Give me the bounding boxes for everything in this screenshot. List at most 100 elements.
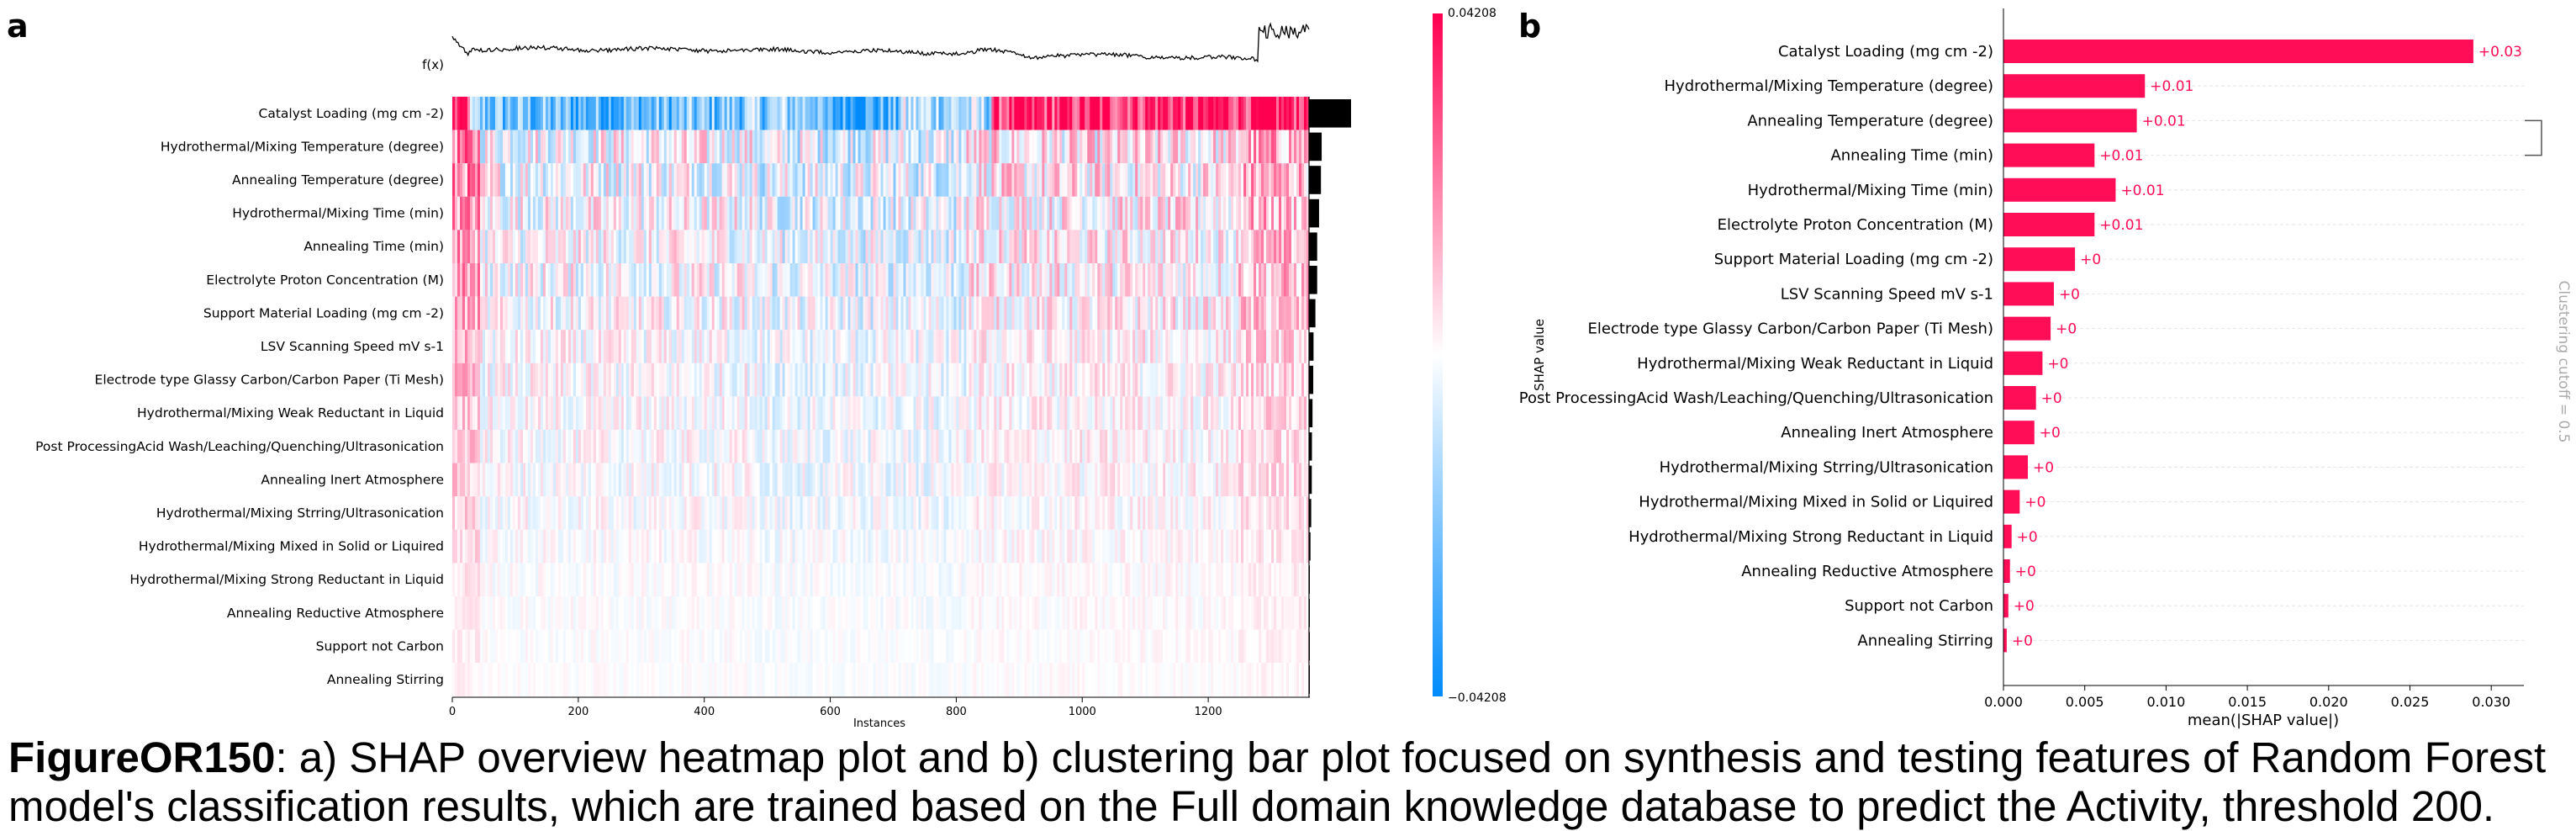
heatmap-cell <box>822 97 826 130</box>
heatmap-cell <box>815 296 819 331</box>
heatmap-cell <box>895 529 900 564</box>
heatmap-cell <box>603 363 607 397</box>
heatmap-cell <box>1178 130 1181 164</box>
heatmap-cell <box>963 263 967 297</box>
heatmap-cell <box>1301 529 1305 564</box>
heatmap-cell <box>787 163 791 197</box>
heatmap-cell <box>805 97 809 130</box>
heatmap-cell <box>1011 463 1015 497</box>
heatmap-cell <box>830 430 834 463</box>
heatmap-cell <box>678 363 683 397</box>
heatmap-cell <box>858 163 862 197</box>
heatmap-cell <box>1216 196 1219 230</box>
heatmap-cell <box>1032 363 1035 397</box>
heatmap-cell <box>739 263 743 297</box>
heatmap-cell <box>1138 97 1141 130</box>
heatmap-cell <box>565 97 569 130</box>
heatmap-cell <box>557 230 562 263</box>
heatmap-cell <box>628 97 632 130</box>
heatmap-cell <box>810 430 814 463</box>
heatmap-cell <box>966 263 969 297</box>
heatmap-cell <box>474 263 478 297</box>
heatmap-cell <box>752 363 756 397</box>
heatmap-cell <box>1029 130 1032 164</box>
heatmap-cell <box>948 263 953 297</box>
heatmap-cell <box>663 163 668 197</box>
heatmap-cell <box>636 463 640 497</box>
heatmap-cell <box>598 430 602 463</box>
heatmap-cell <box>1127 130 1131 164</box>
heatmap-cell <box>487 563 491 596</box>
heatmap-cell <box>701 130 705 164</box>
heatmap-cell <box>757 396 761 430</box>
heatmap-cell <box>779 263 784 297</box>
heatmap-cell <box>1077 230 1080 263</box>
heatmap-cell <box>585 396 589 430</box>
heatmap-cell <box>789 97 794 130</box>
heatmap-cell <box>520 330 524 363</box>
heatmap-cell <box>454 230 458 263</box>
heatmap-cell <box>1011 163 1015 197</box>
heatmap-cell <box>951 396 955 430</box>
heatmap-cell <box>731 496 736 530</box>
heatmap-cell <box>1163 263 1166 297</box>
heatmap-cell <box>504 529 509 564</box>
heatmap-cell <box>840 430 844 463</box>
heatmap-cell <box>537 430 541 463</box>
heatmap-cell <box>911 97 915 130</box>
heatmap-cell <box>686 196 690 230</box>
heatmap-cell <box>610 463 615 497</box>
heatmap-cell <box>757 529 761 564</box>
heatmap-cell <box>608 396 612 430</box>
heatmap-cell <box>989 330 992 363</box>
heatmap-cell <box>623 263 627 297</box>
heatmap-cell <box>661 563 665 596</box>
heatmap-cell <box>762 529 766 564</box>
heatmap-cell <box>1153 463 1156 497</box>
heatmap-cell <box>878 230 882 263</box>
heatmap-cell <box>542 130 546 164</box>
heatmap-cell <box>754 196 758 230</box>
heatmap-cell <box>747 363 751 397</box>
heatmap-cell <box>472 463 476 497</box>
heatmap-cell <box>1138 496 1141 530</box>
heatmap-cell <box>1042 196 1045 230</box>
heatmap-cell <box>1067 463 1070 497</box>
heatmap-cell <box>1185 163 1189 197</box>
heatmap-cell <box>794 330 799 363</box>
heatmap-cell <box>1281 430 1285 463</box>
heatmap-cell <box>530 196 534 230</box>
heatmap-cell <box>842 163 847 197</box>
fx-label: f(x) <box>422 57 444 72</box>
heatmap-cell <box>1248 330 1252 363</box>
heatmap-cell <box>608 430 612 463</box>
heatmap-cell <box>1246 363 1249 397</box>
heatmap-cell <box>729 230 733 263</box>
heatmap-cell <box>941 496 945 530</box>
heatmap-cell <box>989 196 992 230</box>
heatmap-cell <box>926 496 930 530</box>
heatmap-cell <box>1261 97 1264 130</box>
heatmap-cell <box>933 496 937 530</box>
heatmap-cell <box>1021 296 1025 331</box>
heatmap-cell <box>779 396 784 430</box>
heatmap-cell <box>911 430 915 463</box>
heatmap-cell <box>923 496 927 530</box>
heatmap-cell <box>656 363 660 397</box>
heatmap-cell <box>560 130 564 164</box>
heatmap-cell <box>1145 496 1148 530</box>
heatmap-cell <box>802 230 806 263</box>
heatmap-cell <box>873 529 877 564</box>
heatmap-cell <box>976 130 979 164</box>
heatmap-cell <box>1289 363 1292 397</box>
heatmap-cell <box>1208 496 1211 530</box>
heatmap-cell <box>515 563 519 596</box>
heatmap-cell <box>878 97 882 130</box>
heatmap-cell <box>1213 196 1217 230</box>
heatmap-cell <box>1248 430 1252 463</box>
heatmap-cell <box>810 130 814 164</box>
heatmap-cell <box>1062 263 1065 297</box>
heatmap-cell <box>1064 196 1068 230</box>
heatmap-cell <box>742 563 746 596</box>
heatmap-cell <box>676 363 680 397</box>
